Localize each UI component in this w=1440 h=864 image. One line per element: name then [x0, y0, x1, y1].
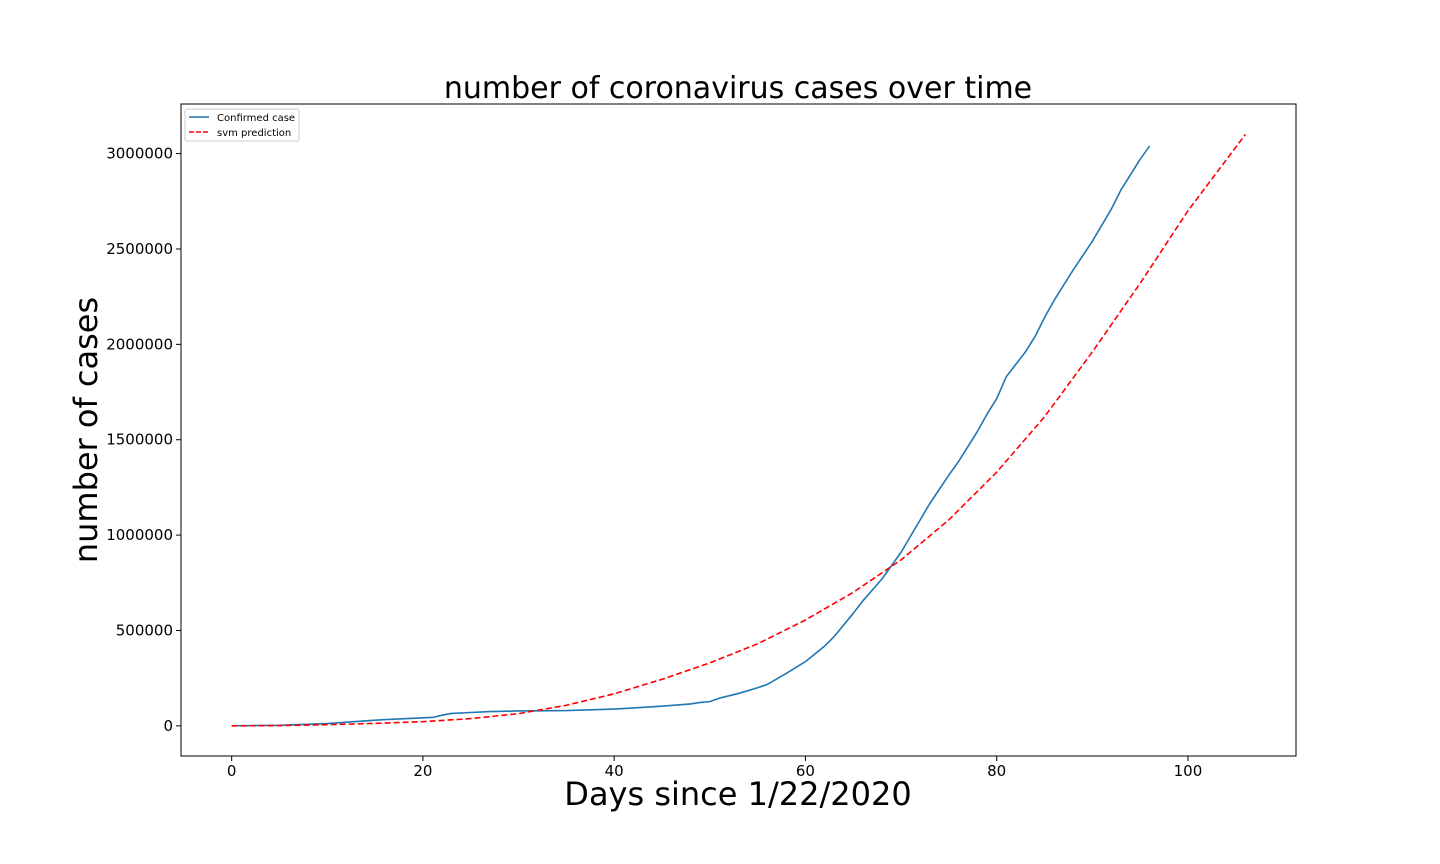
y-tick-label: 3000000 [106, 145, 173, 163]
x-tick-label: 20 [413, 762, 432, 780]
legend-label-confirmed: Confirmed case [217, 113, 295, 124]
x-tick-label: 0 [227, 762, 237, 780]
series-layer [231, 134, 1246, 727]
series-line-confirmed [231, 145, 1151, 727]
y-axis: 0 500000 1000000 1500000 2000000 2500000 30000… [106, 145, 181, 735]
y-tick-label: 2000000 [106, 335, 173, 353]
x-axis: 0 20 40 60 80 100 [227, 756, 1202, 780]
x-tick-label: 60 [796, 762, 815, 780]
x-tick-label: 80 [987, 762, 1006, 780]
series-line-prediction [231, 134, 1246, 727]
y-axis-title: number of cases [67, 297, 105, 563]
y-tick-label: 500000 [116, 621, 173, 639]
chart-title: number of coronavirus cases over time [444, 71, 1032, 106]
x-tick-label: 100 [1174, 762, 1203, 780]
legend-box [184, 108, 300, 142]
y-tick-label: 2500000 [106, 240, 173, 258]
plot-frame [180, 103, 1297, 757]
x-tick-label: 40 [605, 762, 624, 780]
y-tick-label: 0 [163, 717, 173, 735]
y-tick-label: 1000000 [106, 526, 173, 544]
x-axis-title: Days since 1/22/2020 [564, 775, 911, 813]
legend-label-prediction: svm prediction [217, 128, 291, 139]
legend: Confirmed case svm prediction [184, 108, 300, 142]
y-tick-label: 1500000 [106, 431, 173, 449]
